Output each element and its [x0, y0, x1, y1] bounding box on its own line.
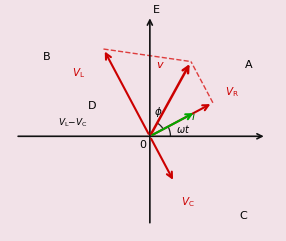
Text: E: E — [153, 6, 160, 15]
Text: $V_{\mathrm{C}}$: $V_{\mathrm{C}}$ — [181, 195, 195, 209]
Text: B: B — [43, 52, 51, 62]
Text: C: C — [239, 211, 247, 221]
Text: $i$: $i$ — [191, 110, 196, 122]
Text: A: A — [245, 60, 253, 70]
Text: D: D — [88, 101, 96, 111]
Text: $V_{\mathrm{L}}{-}V_{\mathrm{C}}$: $V_{\mathrm{L}}{-}V_{\mathrm{C}}$ — [58, 116, 88, 129]
Text: $V_{\mathrm{R}}$: $V_{\mathrm{R}}$ — [225, 86, 239, 99]
Text: $V_{\mathrm{L}}$: $V_{\mathrm{L}}$ — [72, 66, 85, 80]
Text: 0: 0 — [139, 140, 146, 149]
Text: $\phi$: $\phi$ — [154, 105, 162, 119]
Text: $v$: $v$ — [156, 60, 165, 70]
Text: $\omega t$: $\omega t$ — [176, 123, 190, 135]
